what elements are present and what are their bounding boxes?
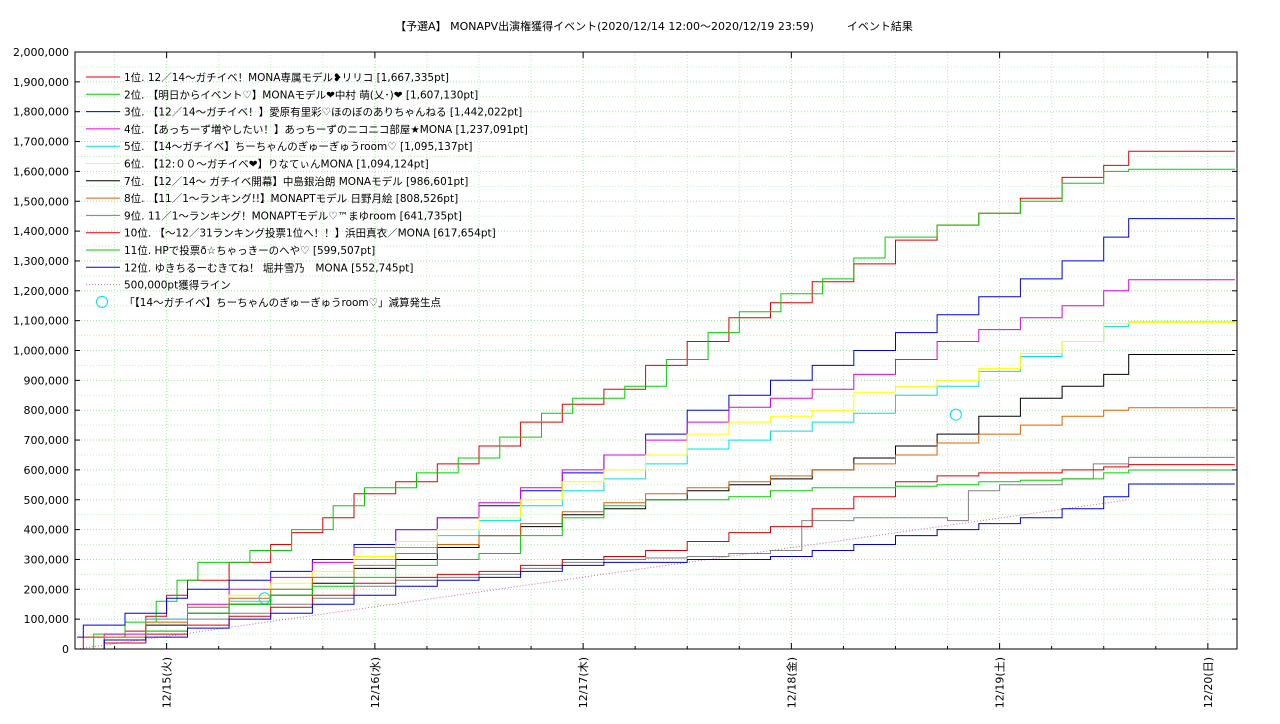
y-tick-label: 1,700,000 [13, 136, 69, 149]
legend-label: 4位. 【あっちーず増やしたい！】あっちーずのニコニコ部屋★MONA [1,23… [124, 123, 528, 136]
x-tick-label-group: 12/17(木) [577, 657, 590, 708]
x-tick-label-group: 12/18(金) [784, 657, 798, 708]
legend-label-reference: 500,000pt獲得ライン [124, 279, 231, 292]
legend-label: 7位. 【12／14～ ガチイベ開幕】中島銀治朗 MONAモデル [986,60… [124, 175, 468, 188]
legend-label: 11位. HPで投票ð☆ちゃっきーのへや♡ [599,507pt] [124, 244, 375, 257]
legend-label: 6位. 【12:００～ガチイベ❤】りなてぃんMONA [1,094,124pt] [124, 158, 429, 171]
series-line-11 [77, 469, 1235, 650]
y-tick-label: 2,000,000 [13, 46, 69, 59]
y-tick-label: 500,000 [24, 494, 70, 507]
y-tick-label: 1,200,000 [13, 285, 69, 298]
x-tick-label: 12/15(火) [161, 657, 174, 708]
series-line-4 [77, 279, 1235, 650]
x-tick-label-group: 12/20(日) [1202, 657, 1215, 708]
y-tick-label: 800,000 [24, 404, 70, 417]
x-tick-label-group: 12/19(土) [994, 657, 1007, 708]
x-tick-label: 12/17(木) [577, 657, 590, 708]
x-tick-label-group: 12/16(水) [369, 657, 382, 708]
legend-label: 9位. 11／1～ランキング！MONAPTモデル♡™まゆroom [641,73… [124, 209, 462, 222]
series-line-3 [77, 218, 1235, 638]
decrease-marker [949, 408, 962, 421]
axis-layer: 0 100,000 200,000 300,000 400,000 500,000 600,… [13, 46, 1238, 708]
legend-label: 2位. 【明日からイベント♡】MONAモデル❤中村 萌(乂･)❤ [1,607,… [124, 88, 478, 101]
decrease-marker [258, 592, 271, 605]
y-tick-label: 200,000 [24, 583, 70, 596]
legend-label: 8位. 【11／1～ランキング!!】MONAPTモデル 日野月絵 [808,52… [124, 192, 458, 205]
series-line-2 [77, 168, 1235, 650]
reference-line-500k [77, 499, 1129, 650]
series-line-7 [77, 354, 1235, 650]
legend-label: 1位. 12／14～ガチイベ！MONA専属モデル❥リリコ [1,667,335p… [124, 71, 449, 84]
series-line-1 [77, 150, 1235, 650]
legend-label: 5位. 【14～ガチイベ】ちーちゃんのぎゅーぎゅうroom♡ [1,095,13… [124, 140, 472, 153]
series-line-8 [77, 407, 1235, 650]
grid-layer [75, 51, 1237, 650]
chart-title: 【予選A】 MONAPV出演権獲得イベント(2020/12/14 12:00～2… [395, 19, 913, 33]
x-tick-label: 12/18(金) [784, 657, 798, 708]
series-line-10 [77, 464, 1235, 650]
y-tick-label: 400,000 [24, 524, 70, 537]
y-tick-label: 1,400,000 [13, 225, 69, 238]
legend-label: 10位. 【～12／31ランキング投票1位へ！！】浜田真衣／MONA [617,… [124, 227, 496, 240]
x-tick-label: 12/19(土) [994, 657, 1007, 708]
series-line-9 [77, 456, 1235, 650]
y-tick-label: 300,000 [24, 553, 70, 566]
y-tick-label: 0 [62, 643, 69, 656]
legend: 1位. 12／14～ガチイベ！MONA専属モデル❥リリコ [1,667,335p… [86, 71, 528, 309]
y-tick-label: 1,800,000 [13, 106, 69, 119]
y-tick-label: 100,000 [24, 613, 70, 626]
y-tick-label: 900,000 [24, 374, 70, 387]
y-tick-label: 1,600,000 [13, 165, 69, 178]
y-tick-label: 1,000,000 [13, 345, 69, 358]
legend-label: 12位. ゆきちるーむきてね！ 堀井雪乃 MONA [552,745pt] [124, 261, 413, 274]
legend-label-marker: 「【14～ガチイベ】ちーちゃんのぎゅーぎゅうroom♡」減算発生点 [124, 296, 441, 309]
legend-label: 3位. 【12／14～ガチイベ！】愛原有里彩♡ほのぼのありちゃんねる [1,44… [124, 106, 522, 119]
y-tick-label: 1,500,000 [13, 195, 69, 208]
x-tick-label: 12/20(日) [1202, 657, 1215, 708]
series-line-6 [77, 321, 1235, 650]
y-tick-label: 1,300,000 [13, 255, 69, 268]
y-tick-label: 600,000 [24, 464, 70, 477]
legend-swatch-marker [96, 295, 108, 308]
y-tick-label: 700,000 [24, 434, 70, 447]
x-tick-label-group: 12/15(火) [161, 657, 174, 708]
series-layer [77, 150, 1235, 650]
y-tick-label: 1,900,000 [13, 76, 69, 89]
series-line-12 [77, 483, 1235, 650]
series-line-5 [77, 321, 1235, 650]
y-tick-label: 1,100,000 [13, 315, 69, 328]
x-tick-label: 12/16(水) [369, 657, 382, 708]
